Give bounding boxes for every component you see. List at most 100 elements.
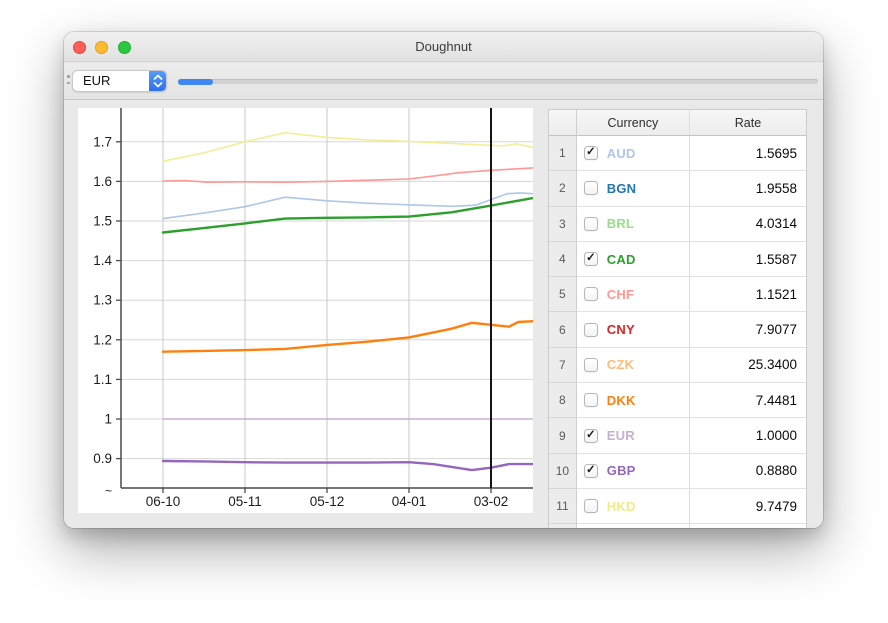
row-number: 7 bbox=[549, 348, 577, 383]
popup-stepper bbox=[149, 71, 166, 91]
table-row[interactable]: 3BRL4.0314 bbox=[549, 207, 806, 242]
currency-checkbox[interactable] bbox=[584, 358, 598, 372]
y-axis-label: 1.3 bbox=[93, 293, 112, 308]
rate-value: 7.9077 bbox=[690, 312, 806, 347]
currency-checkbox[interactable]: ✓ bbox=[584, 429, 598, 443]
currency-cell: ✓ AUD bbox=[577, 136, 690, 171]
currency-checkbox[interactable]: ✓ bbox=[584, 252, 598, 266]
table-header: Currency Rate bbox=[549, 110, 806, 136]
header-cell-currency[interactable]: Currency bbox=[577, 110, 690, 136]
slider-fill bbox=[178, 79, 213, 85]
checkmark-icon: ✓ bbox=[586, 253, 596, 265]
x-axis-label: 03-02 bbox=[474, 494, 509, 509]
window-title: Doughnut bbox=[64, 32, 823, 62]
currency-cell: BGN bbox=[577, 171, 690, 206]
header-cell-rate[interactable]: Rate bbox=[690, 110, 806, 136]
x-axis-label: 05-11 bbox=[228, 494, 262, 509]
currency-code: GBP bbox=[607, 463, 636, 478]
chart-panel[interactable]: 1.71.61.51.41.31.21.110.906-1005-1105-12… bbox=[78, 108, 533, 513]
table-row[interactable]: 11 HKD 9.7479 bbox=[549, 489, 806, 524]
currency-code: AUD bbox=[607, 146, 636, 161]
row-number: 5 bbox=[549, 277, 577, 312]
currency-code: CHF bbox=[607, 287, 634, 302]
rate-value: 1.0000 bbox=[690, 418, 806, 453]
x-axis-label: 06-10 bbox=[146, 494, 181, 509]
row-number bbox=[549, 524, 577, 528]
row-number: 11 bbox=[549, 489, 577, 524]
series-green-line bbox=[163, 198, 533, 233]
table-row[interactable]: 10✓GBP0.8880 bbox=[549, 454, 806, 489]
currency-checkbox[interactable] bbox=[584, 323, 598, 337]
rate-line-chart: 1.71.61.51.41.31.21.110.906-1005-1105-12… bbox=[78, 108, 533, 513]
y-axis-label: 1.6 bbox=[93, 174, 112, 189]
series-yellow-line bbox=[163, 133, 533, 162]
table-row[interactable]: 7 CZK 25.3400 bbox=[549, 348, 806, 383]
series-purple-line bbox=[163, 461, 533, 470]
currency-cell: CHF bbox=[577, 277, 690, 312]
table-row bbox=[549, 524, 806, 528]
series-salmon-line bbox=[163, 168, 533, 182]
y-axis-label: 1.1 bbox=[93, 372, 112, 387]
table-row[interactable]: 9✓EUR1.0000 bbox=[549, 418, 806, 453]
toolbar: EUR bbox=[64, 63, 823, 100]
currency-cell: DKK bbox=[577, 383, 690, 418]
checkmark-icon: ✓ bbox=[586, 430, 596, 442]
row-number: 6 bbox=[549, 312, 577, 347]
row-number: 1 bbox=[549, 136, 577, 171]
rate-value: 4.0314 bbox=[690, 207, 806, 242]
currency-cell bbox=[577, 524, 690, 528]
currency-code: HKD bbox=[607, 499, 636, 514]
table-body: 1✓AUD1.56952BGN1.95583BRL4.03144✓CAD1.55… bbox=[549, 136, 806, 528]
currency-checkbox[interactable] bbox=[584, 393, 598, 407]
x-axis-label: 05-12 bbox=[310, 494, 345, 509]
table-row[interactable]: 4✓CAD1.5587 bbox=[549, 242, 806, 277]
checkmark-icon: ✓ bbox=[586, 465, 596, 477]
currency-popup[interactable]: EUR bbox=[72, 70, 167, 92]
currency-cell: ✓ GBP bbox=[577, 454, 690, 489]
currency-cell: BRL bbox=[577, 207, 690, 242]
table-row[interactable]: 2BGN1.9558 bbox=[549, 171, 806, 206]
currency-cell: CNY bbox=[577, 312, 690, 347]
currency-checkbox[interactable]: ✓ bbox=[584, 146, 598, 160]
table-row[interactable]: 8DKK7.4481 bbox=[549, 383, 806, 418]
toolbar-drag-handle-icon[interactable] bbox=[67, 75, 71, 89]
window-content: 1.71.61.51.41.31.21.110.906-1005-1105-12… bbox=[64, 100, 823, 528]
rate-value: 25.3400 bbox=[690, 348, 806, 383]
currency-code: DKK bbox=[607, 393, 636, 408]
currency-code: EUR bbox=[607, 428, 635, 443]
row-number: 10 bbox=[549, 454, 577, 489]
x-axis-label: 04-01 bbox=[392, 494, 427, 509]
currency-popup-value: EUR bbox=[83, 71, 110, 91]
y-axis-label: 1.5 bbox=[93, 214, 112, 229]
header-cell-number bbox=[549, 110, 577, 136]
titlebar[interactable]: Doughnut bbox=[64, 32, 823, 62]
table-row[interactable]: 6CNY7.9077 bbox=[549, 312, 806, 347]
currency-cell: ✓ CAD bbox=[577, 242, 690, 277]
currency-code: CZK bbox=[607, 357, 634, 372]
y-axis-label: 0.9 bbox=[93, 451, 112, 466]
period-slider[interactable] bbox=[178, 79, 818, 84]
currency-checkbox[interactable]: ✓ bbox=[584, 464, 598, 478]
y-axis-overflow-mark: ~ bbox=[105, 484, 112, 498]
series-light-blue-line bbox=[163, 193, 533, 219]
table-row[interactable]: 5 CHF 1.1521 bbox=[549, 277, 806, 312]
table-row[interactable]: 1 ✓ AUD 1.5695 bbox=[549, 136, 806, 171]
app-window: Doughnut EUR 1.71.61.51.41.31.21.110.906… bbox=[64, 32, 823, 528]
currency-code: CAD bbox=[607, 252, 636, 267]
y-axis-label: 1.7 bbox=[93, 134, 112, 149]
rate-value: 9.7479 bbox=[690, 489, 806, 524]
rate-value: 1.1521 bbox=[690, 277, 806, 312]
currency-cell: ✓ EUR bbox=[577, 418, 690, 453]
rate-value: 1.9558 bbox=[690, 171, 806, 206]
row-number: 3 bbox=[549, 207, 577, 242]
currency-checkbox[interactable] bbox=[584, 217, 598, 231]
rate-value bbox=[690, 524, 806, 528]
currency-checkbox[interactable] bbox=[584, 181, 598, 195]
row-number: 8 bbox=[549, 383, 577, 418]
chevron-up-down-icon bbox=[153, 74, 163, 88]
currency-checkbox[interactable] bbox=[584, 287, 598, 301]
rate-value: 1.5695 bbox=[690, 136, 806, 171]
row-number: 4 bbox=[549, 242, 577, 277]
currency-checkbox[interactable] bbox=[584, 499, 598, 513]
row-number: 2 bbox=[549, 171, 577, 206]
